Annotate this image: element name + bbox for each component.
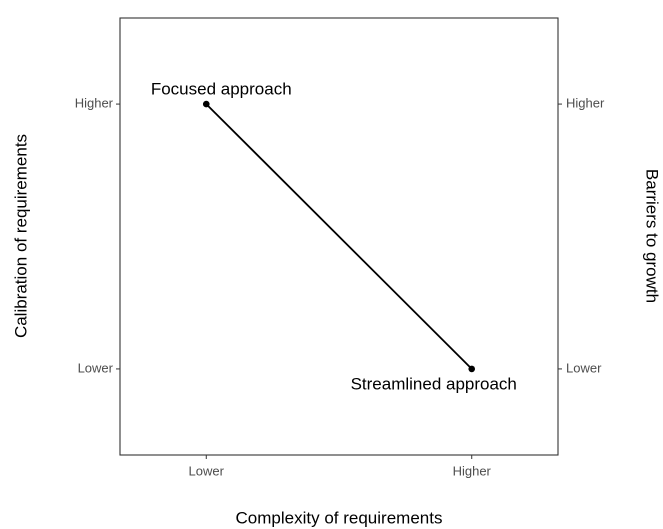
y2-tick-label: Lower bbox=[566, 360, 602, 375]
plot-frame bbox=[119, 17, 559, 456]
line bbox=[205, 103, 473, 370]
annotation: Streamlined approach bbox=[351, 374, 517, 393]
x-tick-label: Lower bbox=[189, 463, 225, 478]
y2-tick-label: Higher bbox=[566, 96, 605, 111]
point bbox=[202, 100, 210, 108]
annotation: Focused approach bbox=[151, 80, 292, 99]
point bbox=[468, 365, 476, 373]
x-tick-label: Higher bbox=[453, 463, 492, 478]
y2-axis-label: Barriers to growth bbox=[643, 169, 662, 303]
y-tick-label: Lower bbox=[78, 360, 114, 375]
y-tick-label: Higher bbox=[75, 96, 114, 111]
y-axis-label: Calibration of requirements bbox=[11, 134, 30, 338]
x-axis-label: Complexity of requirements bbox=[236, 508, 443, 527]
